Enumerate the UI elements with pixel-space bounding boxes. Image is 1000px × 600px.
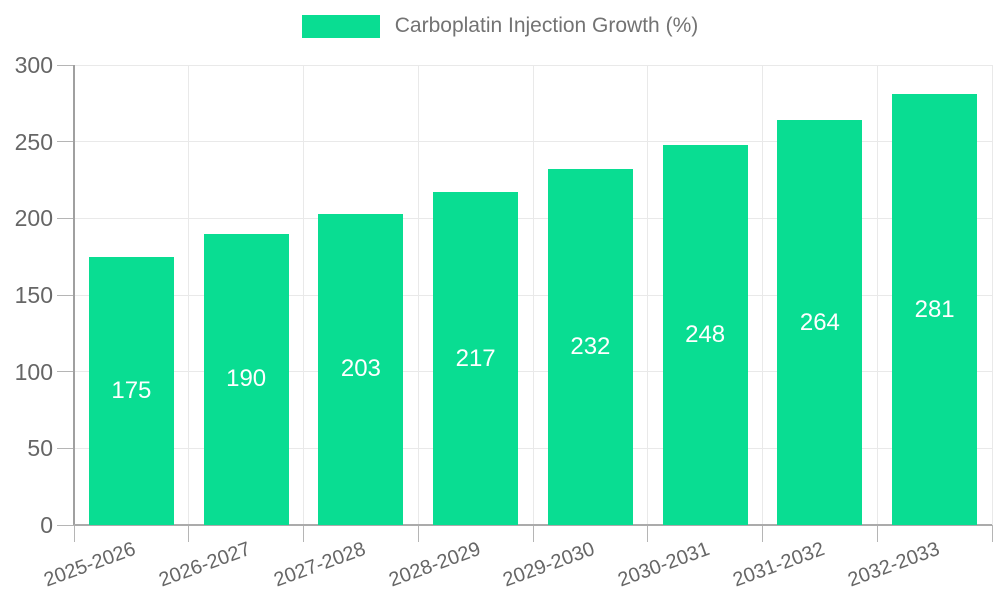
y-tick-mark bbox=[57, 64, 74, 66]
bar[interactable] bbox=[547, 169, 633, 525]
y-tick-label: 100 bbox=[14, 358, 53, 385]
bar[interactable] bbox=[892, 94, 978, 525]
y-tick-label: 0 bbox=[40, 512, 53, 538]
x-tick-mark bbox=[188, 525, 190, 542]
x-tick-mark bbox=[647, 525, 649, 542]
bar-value-label: 248 bbox=[685, 320, 726, 348]
x-gridline bbox=[762, 65, 763, 525]
bar-value-label: 190 bbox=[226, 365, 267, 393]
x-axis-line bbox=[74, 524, 992, 526]
y-tick-mark bbox=[57, 294, 74, 296]
x-tick-mark bbox=[417, 525, 419, 542]
x-tick-mark bbox=[991, 525, 993, 542]
y-tick-mark bbox=[57, 524, 74, 526]
bar-value-label: 203 bbox=[340, 355, 381, 383]
x-gridline bbox=[647, 65, 649, 525]
x-tick-mark bbox=[73, 525, 75, 542]
y-tick-mark bbox=[57, 141, 74, 143]
bar[interactable] bbox=[433, 192, 519, 525]
x-gridline bbox=[532, 65, 534, 525]
y-tick-mark bbox=[57, 447, 74, 449]
bar-value-label: 232 bbox=[570, 333, 611, 361]
x-gridline bbox=[991, 65, 993, 525]
y-tick-label: 50 bbox=[27, 435, 53, 462]
bar[interactable] bbox=[662, 144, 748, 525]
legend-swatch bbox=[301, 14, 380, 38]
bar[interactable] bbox=[777, 120, 863, 525]
bar-value-label: 281 bbox=[914, 295, 955, 323]
y-axis-line bbox=[73, 65, 75, 525]
x-gridline bbox=[188, 65, 190, 525]
legend-label: Carboplatin Injection Growth (%) bbox=[394, 14, 699, 37]
x-tick-mark bbox=[303, 525, 304, 542]
bar[interactable] bbox=[88, 256, 174, 525]
y-tick-mark bbox=[57, 217, 74, 219]
bar[interactable] bbox=[203, 233, 289, 525]
y-tick-label: 200 bbox=[14, 205, 53, 232]
y-tick-label: 150 bbox=[14, 282, 53, 308]
x-tick-mark bbox=[532, 525, 534, 542]
bar-value-label: 217 bbox=[455, 344, 496, 372]
x-tick-mark bbox=[762, 525, 763, 542]
y-tick-label: 300 bbox=[14, 52, 53, 78]
chart-legend[interactable]: Carboplatin Injection Growth (%) bbox=[0, 14, 1000, 38]
y-tick-label: 250 bbox=[14, 128, 53, 155]
x-gridline bbox=[417, 65, 419, 525]
bar-value-label: 264 bbox=[799, 308, 840, 336]
x-gridline bbox=[303, 65, 304, 525]
x-gridline bbox=[876, 65, 878, 525]
y-tick-mark bbox=[57, 371, 74, 373]
bar[interactable] bbox=[318, 213, 404, 525]
bar-value-label: 175 bbox=[111, 376, 152, 404]
x-tick-mark bbox=[876, 525, 878, 542]
